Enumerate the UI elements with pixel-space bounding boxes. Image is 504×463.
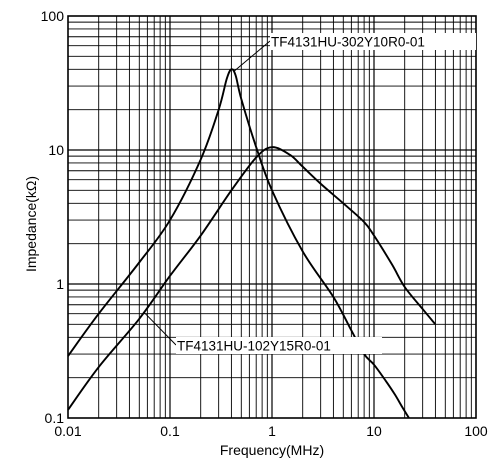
series-102Y15R0-curve — [67, 146, 437, 411]
x-tick-label: 100 — [464, 423, 488, 439]
callout-leader-2 — [143, 311, 177, 346]
x-tick-label: 0.1 — [160, 423, 180, 439]
y-tick-label: 10 — [48, 142, 64, 158]
y-tick-label: 1 — [56, 276, 64, 292]
callout-label-2: TF4131HU-102Y15R0-01 — [177, 339, 331, 354]
y-tick-label: 0.1 — [45, 410, 65, 426]
x-tick-label: 10 — [366, 423, 382, 439]
x-tick-label: 0.01 — [54, 423, 81, 439]
plot-frame — [67, 15, 477, 419]
x-axis-label: Frequency(MHz) — [220, 442, 324, 458]
grid — [68, 16, 476, 418]
callouts: TF4131HU-302Y10R0-01 TF4131HU-102Y15R0-01 — [143, 33, 476, 354]
curves — [67, 68, 437, 419]
series-302Y10R0-curve — [67, 68, 410, 419]
x-tick-label: 1 — [268, 423, 276, 439]
y-axis-label: Impedance(kΩ) — [23, 176, 39, 272]
callout-background-1 — [270, 33, 476, 50]
callout-background-2 — [176, 337, 382, 354]
callout-leader-1 — [234, 40, 271, 72]
callout-label-1: TF4131HU-302Y10R0-01 — [271, 35, 425, 50]
y-tick-label: 100 — [41, 8, 65, 24]
